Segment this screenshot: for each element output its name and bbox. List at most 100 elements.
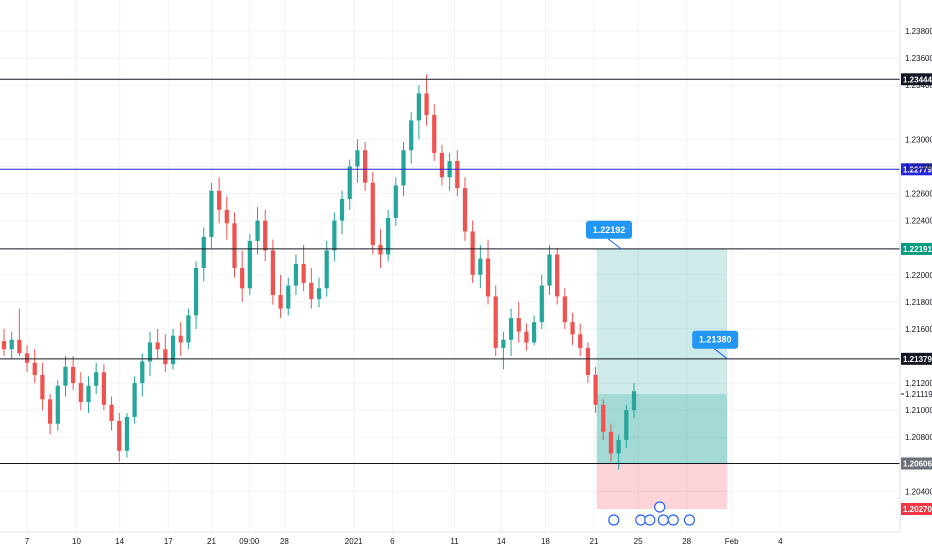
event-icons[interactable] [608, 501, 696, 526]
y-tick-label: 1.21600 [905, 325, 932, 334]
candle-body [47, 399, 53, 424]
candle-body [55, 385, 60, 424]
event-icon [644, 514, 656, 526]
candle-body [86, 385, 91, 403]
time-axis[interactable]: 7 10 14 17 21 09:00 28 2021 6 11 14 18 21 25 28 Feb 4 [25, 537, 783, 546]
x-tick-label: 14 [115, 537, 124, 546]
x-tick-label: 4 [778, 537, 783, 546]
event-icon [683, 514, 696, 526]
y-tick-label: 1.23600 [905, 54, 932, 63]
horizontal-levels[interactable]: 1.23444 1.22779 1.22191 1.21379 1.20606 [0, 73, 932, 470]
candle-body [263, 220, 268, 251]
level-price-tag [901, 457, 932, 470]
candle-body [109, 404, 114, 421]
candle-body [101, 372, 106, 405]
candle-body [293, 263, 299, 286]
candle-body [432, 115, 437, 153]
candle-body [147, 342, 153, 362]
position-zones [596, 248, 728, 509]
level-price-tag [901, 163, 932, 176]
candle-body [416, 93, 421, 121]
candle-body [40, 374, 45, 400]
candle-body [539, 285, 544, 323]
x-tick-label: 6 [390, 537, 395, 546]
candle-body [301, 263, 306, 283]
candle-body [501, 339, 506, 348]
candle-body [339, 198, 345, 221]
candle-body [362, 150, 368, 183]
candle-body [209, 190, 214, 237]
candle-body [624, 410, 629, 440]
x-tick-label: 2021 [345, 537, 363, 546]
candle-body [616, 439, 621, 454]
x-tick-label: 10 [72, 537, 81, 546]
candle-body [278, 295, 283, 309]
candle-body [286, 285, 291, 309]
candle-body [401, 150, 406, 186]
candle-body [155, 342, 160, 350]
candle-body [593, 374, 598, 405]
y-tick-label: 1.21000 [905, 406, 932, 415]
price-axis[interactable]: 1.23800 1.23600 1.23400 1.23000 1.22800 1.226… [901, 27, 932, 515]
x-tick-label: 11 [450, 537, 459, 546]
candle-body [63, 366, 68, 386]
stop-price-tag [901, 502, 932, 515]
candle-body [470, 231, 475, 275]
x-tick-label: 09:00 [239, 537, 260, 546]
y-tick-label: 1.23800 [905, 27, 932, 36]
candle-body [532, 322, 537, 343]
x-tick-label: 7 [25, 537, 30, 546]
callout-pointer [713, 348, 728, 360]
candle-body [140, 361, 145, 384]
y-tick-label: 1.23000 [905, 135, 932, 144]
candle-body [608, 431, 614, 454]
x-tick-label: 21 [207, 537, 216, 546]
level-price-tag [901, 352, 932, 365]
candle-body [585, 347, 591, 375]
candle-body [94, 372, 99, 386]
level-price-tag [901, 73, 932, 86]
candle-body [232, 223, 237, 268]
callout-label: 1.22192 [593, 225, 626, 235]
level-price-tag [901, 242, 932, 255]
candle-body [555, 254, 560, 297]
y-tick-label: 1.20400 [905, 487, 932, 496]
candle-body [485, 258, 491, 297]
candle-body [71, 366, 76, 384]
candle-body [17, 339, 22, 354]
level-price-label: 1.21379 [903, 355, 932, 364]
candle-body [478, 258, 483, 275]
candle-body [332, 220, 337, 251]
callout-pointer [607, 238, 622, 250]
x-tick-label: 14 [497, 537, 506, 546]
candle-body [178, 335, 183, 343]
y-tick-label: 1.22600 [905, 190, 932, 199]
candle-body [247, 240, 252, 289]
candle-body [562, 296, 567, 323]
candle-body [493, 296, 498, 348]
candle-body [309, 282, 314, 300]
candle-body [132, 383, 137, 417]
candles [1, 74, 637, 470]
candle-body [9, 339, 14, 350]
event-icon [667, 514, 679, 526]
x-tick-label: 28 [682, 537, 691, 546]
current-price-label: 1.21119 [905, 390, 932, 399]
candle-body [462, 188, 468, 232]
x-tick-label: 28 [280, 537, 289, 546]
stop-zone [596, 463, 728, 509]
candle-body [78, 383, 83, 403]
candle-body [240, 268, 245, 289]
callout-box [692, 330, 739, 349]
candle-body [193, 268, 199, 316]
candle-body [455, 161, 460, 189]
level-price-label: 1.23444 [903, 75, 932, 84]
y-tick-label: 1.20800 [905, 433, 932, 442]
event-icon [654, 501, 666, 513]
y-tick-label: 1.22000 [905, 271, 932, 280]
profit-zone [596, 394, 728, 464]
x-tick-label: 21 [590, 537, 599, 546]
x-tick-label: 17 [164, 537, 173, 546]
candle-body [524, 331, 529, 343]
